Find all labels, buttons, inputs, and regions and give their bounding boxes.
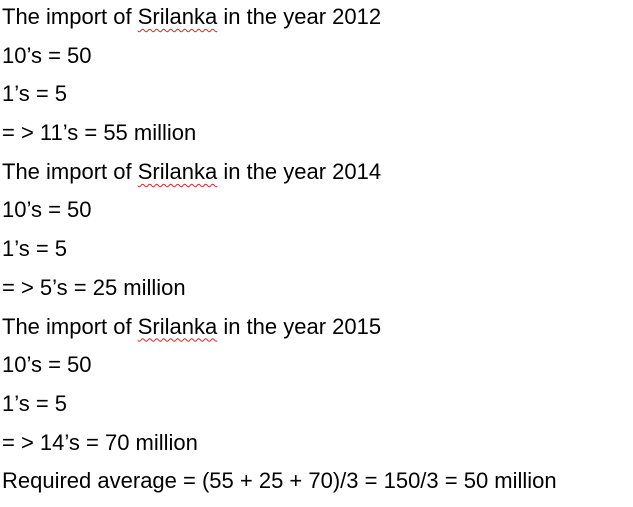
text-line: 10’s = 50: [2, 197, 92, 223]
heading-text-after: in the year 2012: [217, 4, 382, 29]
text-line: 1’s = 5: [2, 236, 68, 262]
heading-text-before: The import of: [2, 4, 138, 29]
heading-line-2015: The import of Srilanka in the year 2015: [2, 310, 631, 349]
text-line: 1’s = 5: [2, 390, 68, 416]
misspelled-word[interactable]: Srilanka: [137, 158, 218, 184]
result-line: = > 5’s = 25 million: [2, 274, 186, 300]
average-line: Required average = (55 + 25 + 70)/3 = 15…: [2, 468, 557, 494]
misspelled-word[interactable]: Srilanka: [137, 4, 218, 29]
heading-line-2014: The import of Srilanka in the year 2014: [2, 155, 631, 194]
heading-text-before: The import of: [2, 158, 138, 184]
text-line: 10’s = 50: [2, 42, 92, 68]
text-line: 1’s = 5: [2, 81, 68, 107]
heading-line-2012: The import of Srilanka in the year 2012: [2, 0, 631, 39]
text-line: 10’s = 50: [2, 352, 92, 378]
misspelled-word[interactable]: Srilanka: [137, 313, 218, 339]
result-line: = > 11’s = 55 million: [2, 120, 197, 146]
heading-text-after: in the year 2014: [217, 158, 382, 184]
heading-text-before: The import of: [2, 313, 138, 339]
result-line: = > 14’s = 70 million: [2, 429, 198, 455]
heading-text-after: in the year 2015: [217, 313, 382, 339]
